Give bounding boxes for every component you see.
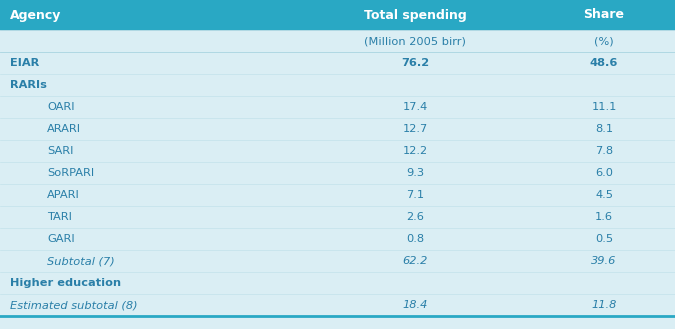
Text: 8.1: 8.1 (595, 124, 613, 134)
Text: 4.5: 4.5 (595, 190, 613, 200)
Text: 62.2: 62.2 (402, 256, 428, 266)
Text: (Million 2005 birr): (Million 2005 birr) (364, 36, 466, 46)
Text: 7.8: 7.8 (595, 146, 613, 156)
Text: 0.5: 0.5 (595, 234, 613, 244)
Text: Estimated subtotal (8): Estimated subtotal (8) (10, 300, 138, 310)
Text: Total spending: Total spending (364, 9, 466, 21)
Text: 12.7: 12.7 (402, 124, 428, 134)
Text: Agency: Agency (10, 9, 61, 21)
Text: Subtotal (7): Subtotal (7) (47, 256, 115, 266)
Text: SoRPARI: SoRPARI (47, 168, 95, 178)
Text: TARI: TARI (47, 212, 72, 222)
Text: (%): (%) (594, 36, 614, 46)
Text: 76.2: 76.2 (401, 58, 429, 68)
Text: 12.2: 12.2 (402, 146, 428, 156)
Text: SARI: SARI (47, 146, 74, 156)
Text: 2.6: 2.6 (406, 212, 424, 222)
Text: RARIs: RARIs (10, 80, 47, 90)
Text: ARARI: ARARI (47, 124, 82, 134)
Text: 0.8: 0.8 (406, 234, 424, 244)
Text: 48.6: 48.6 (590, 58, 618, 68)
Text: 7.1: 7.1 (406, 190, 424, 200)
Text: GARI: GARI (47, 234, 75, 244)
Text: 6.0: 6.0 (595, 168, 613, 178)
Text: 11.1: 11.1 (591, 102, 617, 112)
Text: 18.4: 18.4 (402, 300, 428, 310)
Text: 9.3: 9.3 (406, 168, 424, 178)
Text: 11.8: 11.8 (591, 300, 617, 310)
Text: OARI: OARI (47, 102, 75, 112)
Text: EIAR: EIAR (10, 58, 39, 68)
Bar (0, 0, 675, 30)
Text: Higher education: Higher education (10, 278, 121, 288)
Text: 39.6: 39.6 (591, 256, 617, 266)
Text: 17.4: 17.4 (402, 102, 428, 112)
Text: Share: Share (584, 9, 624, 21)
Text: 1.6: 1.6 (595, 212, 613, 222)
Text: APARI: APARI (47, 190, 80, 200)
